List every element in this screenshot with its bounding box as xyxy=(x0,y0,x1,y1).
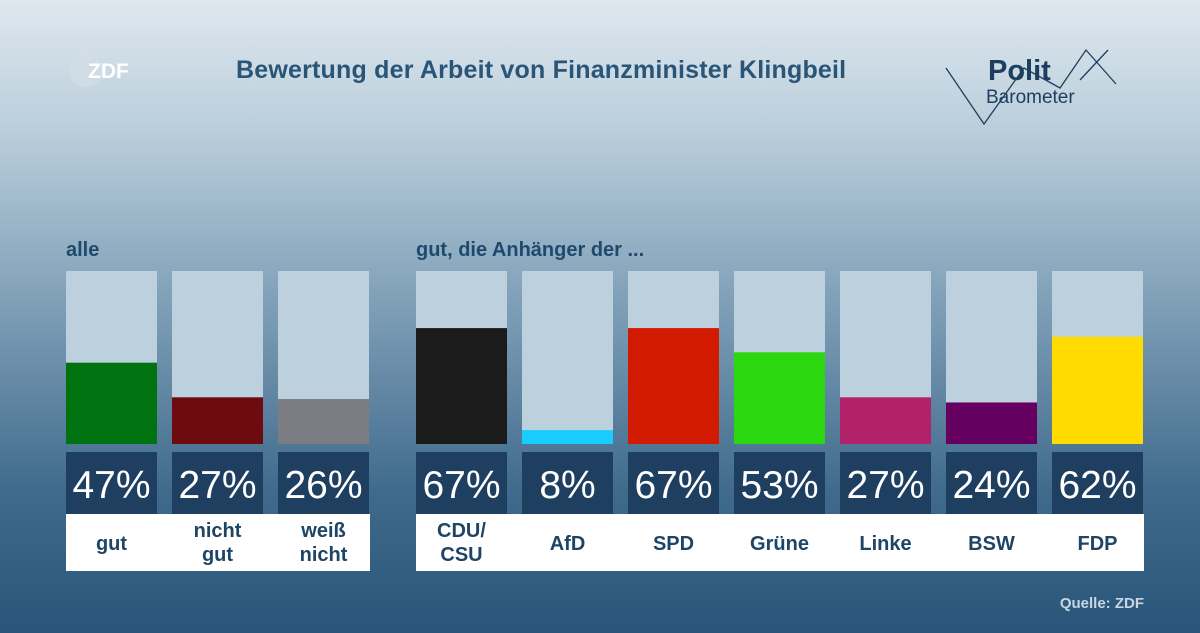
value-label-cdu-csu: 67% xyxy=(422,464,500,507)
source-note: Quelle: ZDF xyxy=(1059,595,1144,612)
value-label-afd: 8% xyxy=(539,464,595,507)
group-label-parties: gut, die Anhänger der ... xyxy=(416,239,645,261)
bar-track-afd xyxy=(522,271,613,444)
category-label-grune: Grüne xyxy=(750,533,809,555)
bar-gut xyxy=(66,362,157,444)
value-box-linke xyxy=(840,452,931,514)
bar-spd xyxy=(628,328,719,444)
value-box-fdp xyxy=(1052,452,1143,514)
value-box-gut xyxy=(66,452,157,514)
label-strip-all xyxy=(66,514,370,571)
value-box-grune xyxy=(734,452,825,514)
bar-bsw xyxy=(946,402,1037,444)
value-box-afd xyxy=(522,452,613,514)
category-label-cdu-csu: CDU/CSU xyxy=(437,520,486,566)
category-label-bsw: BSW xyxy=(968,533,1015,555)
value-label-grune: 53% xyxy=(740,464,818,507)
category-label-gut: gut xyxy=(96,533,127,555)
value-label-nicht-gut: 27% xyxy=(178,464,256,507)
value-box-weiss-nicht xyxy=(278,452,369,514)
category-label-afd: AfD xyxy=(550,533,586,555)
value-label-weiss-nicht: 26% xyxy=(284,464,362,507)
value-label-linke: 27% xyxy=(846,464,924,507)
category-label-weiss-nicht: weiß nicht xyxy=(300,520,348,566)
value-box-nicht-gut xyxy=(172,452,263,514)
value-label-fdp: 62% xyxy=(1058,464,1136,507)
category-label-nicht-gut: nicht gut xyxy=(194,520,242,566)
bar-weiss-nicht xyxy=(278,399,369,444)
chart-title: Bewertung der Arbeit von Finanzminister … xyxy=(236,56,847,84)
value-box-bsw xyxy=(946,452,1037,514)
brand-polit: Polit xyxy=(988,55,1051,87)
value-label-spd: 67% xyxy=(634,464,712,507)
bar-grune xyxy=(734,352,825,444)
bar-linke xyxy=(840,397,931,444)
value-box-cdu-csu xyxy=(416,452,507,514)
bar-afd xyxy=(522,430,613,444)
category-label-linke: Linke xyxy=(859,533,911,555)
brand-barometer: Barometer xyxy=(986,87,1075,108)
label-strip-parties xyxy=(416,514,1144,571)
zdf-logo-text: ZDF xyxy=(88,60,129,83)
category-label-spd: SPD xyxy=(653,533,694,555)
value-label-bsw: 24% xyxy=(952,464,1030,507)
value-box-spd xyxy=(628,452,719,514)
bar-fdp xyxy=(1052,336,1143,444)
zdf-logo: ZDF xyxy=(69,53,129,87)
category-label-fdp: FDP xyxy=(1078,533,1118,555)
value-label-gut: 47% xyxy=(72,464,150,507)
group-label-all: alle xyxy=(66,239,100,261)
bar-cdu-csu xyxy=(416,328,507,444)
politbarometer-logo xyxy=(945,48,1117,126)
bar-nicht-gut xyxy=(172,397,263,444)
